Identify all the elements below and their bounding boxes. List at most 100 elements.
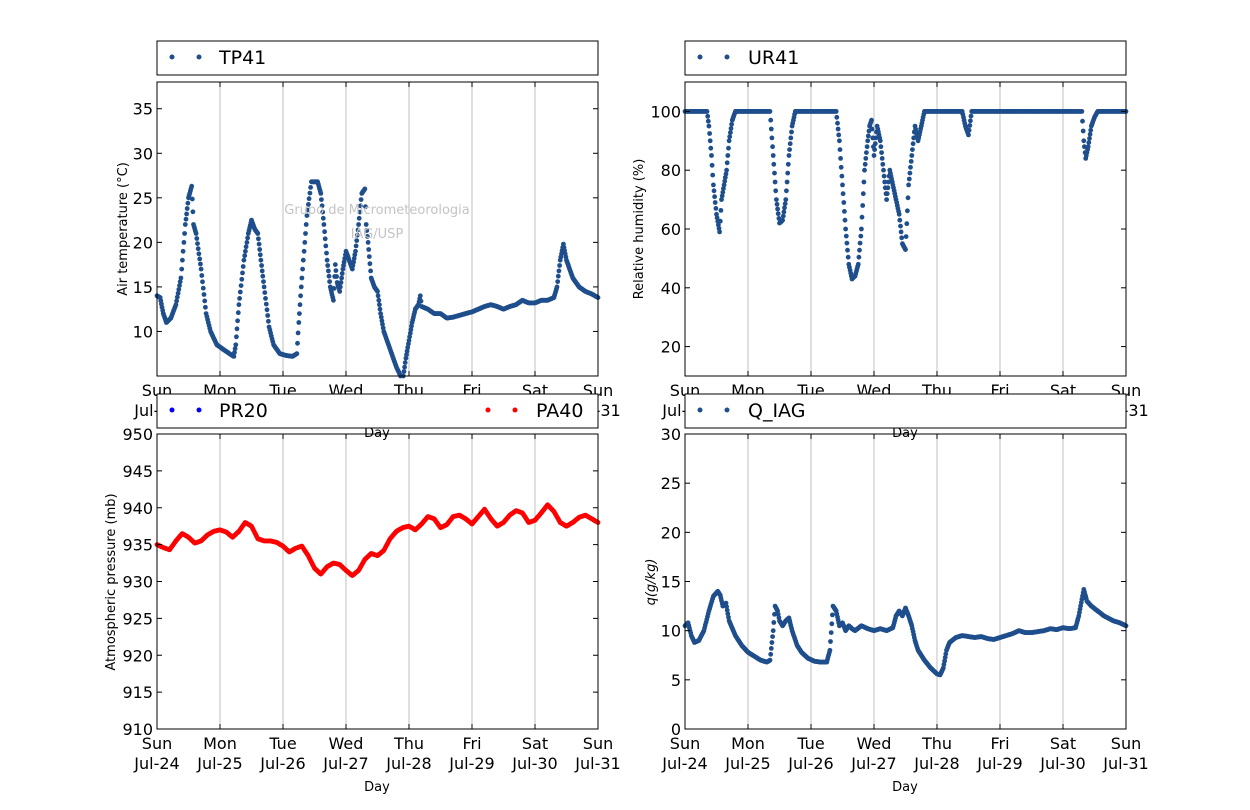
- y-tick-label: 930: [122, 573, 153, 592]
- data-point-ur41: [840, 182, 845, 188]
- data-point-ur41: [722, 175, 728, 180]
- data-point-ur41: [726, 145, 731, 151]
- data-point-tp41: [259, 268, 265, 274]
- y-tick-label: 15: [133, 278, 153, 297]
- data-point-tp41: [236, 302, 242, 308]
- data-point-ur41: [859, 226, 864, 232]
- data-point-ur41: [722, 178, 728, 184]
- data-point-tp41: [555, 279, 561, 284]
- data-point-ur41: [967, 123, 973, 128]
- x-tick-label-date: Jul-31: [574, 754, 620, 773]
- data-point-tp41: [266, 318, 271, 324]
- x-tick-label-date: Jul-24: [661, 754, 707, 773]
- data-point-ur41: [872, 141, 878, 147]
- data-point-q-iag: [827, 647, 833, 653]
- data-point-tp41: [308, 185, 313, 190]
- data-point-tp41: [351, 256, 357, 261]
- data-point-tp41: [195, 241, 200, 247]
- data-point-ur41: [786, 153, 792, 158]
- data-point-ur41: [1087, 136, 1092, 141]
- data-point-tp41: [239, 276, 245, 282]
- data-point-ur41: [864, 144, 870, 150]
- y-tick-label: 35: [133, 100, 153, 119]
- data-point-ur41: [899, 235, 905, 241]
- data-point-tp41: [194, 236, 200, 241]
- data-point-ur41: [713, 206, 719, 211]
- data-point-ur41: [709, 153, 714, 158]
- legend-label-q-iag: Q_IAG: [748, 400, 805, 422]
- data-point-tp41: [327, 279, 332, 284]
- data-point-tp41: [232, 350, 237, 355]
- data-point-tp41: [179, 266, 185, 272]
- y-tick-label: 20: [133, 233, 153, 252]
- data-point-tp41: [365, 234, 370, 239]
- data-point-q-iag: [769, 640, 775, 645]
- data-point-tp41: [198, 266, 204, 272]
- data-point-ur41: [865, 133, 871, 139]
- data-point-tp41: [303, 222, 309, 227]
- data-point-ur41: [717, 218, 723, 224]
- y-tick-label: 25: [133, 189, 153, 208]
- data-point-tp41: [366, 254, 372, 259]
- legend-box: [156, 40, 599, 76]
- data-point-ur41: [869, 126, 875, 132]
- data-point-tp41: [258, 257, 264, 263]
- data-point-tp41: [404, 348, 410, 354]
- data-point-ur41: [880, 161, 886, 167]
- data-point-ur41: [910, 147, 915, 153]
- data-point-ur41: [834, 114, 840, 120]
- data-point-tp41: [298, 284, 304, 290]
- data-point-tp41: [337, 284, 343, 290]
- data-point-ur41: [720, 189, 726, 195]
- data-point-ur41: [775, 211, 781, 217]
- data-point-ur41: [838, 156, 843, 161]
- data-point-tp41: [237, 289, 243, 295]
- data-point-ur41: [718, 208, 724, 213]
- data-point-tp41: [331, 286, 337, 291]
- data-point-tp41: [307, 190, 313, 196]
- legend-label-pr20: PR20: [219, 400, 268, 422]
- data-point-ur41: [869, 117, 874, 123]
- legend-box: [156, 393, 599, 429]
- data-point-tp41: [232, 346, 238, 352]
- data-point-tp41: [334, 274, 339, 279]
- data-point-q-iag: [771, 620, 777, 625]
- data-point-ur41: [714, 215, 720, 221]
- data-point-tp41: [380, 321, 385, 327]
- legend-marker-pa40: [512, 407, 518, 413]
- data-point-q-iag: [724, 607, 730, 613]
- data-point-tp41: [245, 235, 251, 241]
- data-point-ur41: [775, 206, 780, 212]
- data-point-ur41: [864, 150, 869, 156]
- data-point-ur41: [770, 153, 776, 158]
- legend-marker-pr20: [169, 407, 175, 413]
- y-tick-label: 945: [122, 462, 153, 481]
- data-point-tp41: [408, 327, 414, 333]
- data-point-ur41: [781, 209, 787, 215]
- data-point-ur41: [1085, 144, 1091, 150]
- data-point-tp41: [189, 183, 195, 189]
- data-point-ur41: [904, 221, 910, 227]
- legend-marker-tp41: [169, 54, 175, 60]
- data-point-tp41: [175, 290, 181, 296]
- x-tick-label-day: Sun: [142, 734, 172, 753]
- data-point-tp41: [260, 273, 266, 279]
- data-point-tp41: [358, 197, 364, 203]
- data-point-ur41: [712, 194, 717, 200]
- data-point-ur41: [856, 254, 862, 260]
- data-point-tp41: [363, 204, 368, 210]
- data-point-tp41: [183, 216, 189, 222]
- y-tick-label: 0: [671, 720, 681, 739]
- data-point-ur41: [903, 247, 908, 253]
- data-point-tp41: [296, 320, 302, 325]
- data-point-ur41: [841, 200, 847, 205]
- data-point-tp41: [409, 323, 414, 329]
- data-point-tp41: [326, 268, 331, 274]
- data-point-ur41: [1081, 138, 1087, 144]
- chart-relative-humidity: 20406080100SunJul-24MonJul-25TueJul-26We…: [632, 40, 1149, 441]
- data-point-ur41: [860, 191, 866, 197]
- data-point-tp41: [262, 290, 268, 295]
- x-tick-label-day: Thu: [921, 734, 952, 753]
- data-point-q-iag: [768, 651, 774, 657]
- data-point-ur41: [717, 229, 722, 235]
